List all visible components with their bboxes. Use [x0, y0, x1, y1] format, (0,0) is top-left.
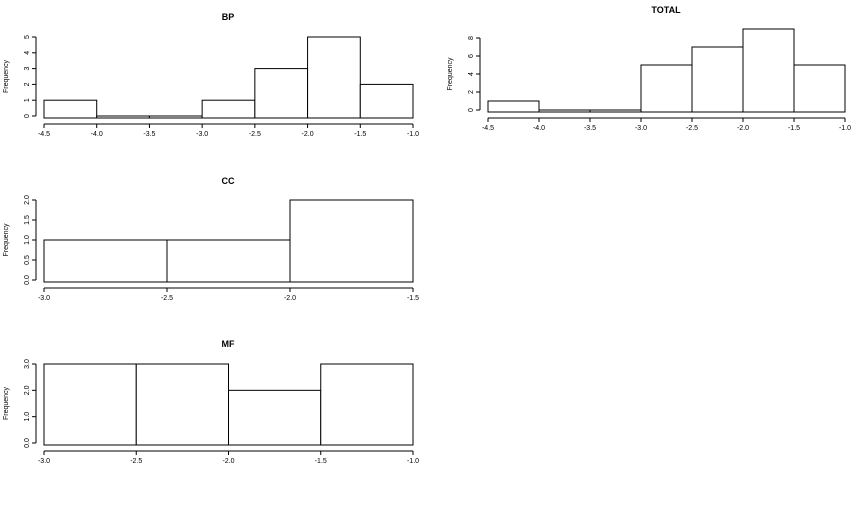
cc-y-axis-label: Frequency	[3, 223, 10, 257]
mf-histogram: MF -3.0 -2.5 -2.0 -1.5 -1.0 0.0 1.0 2.0 3.0 Freque…	[3, 339, 419, 465]
total-x-tick-label: -2.5	[686, 125, 698, 132]
total-y-tick-label: 2	[468, 90, 475, 94]
cc-y-tick-label: 1.5	[24, 215, 31, 225]
total-bar-3	[640, 64, 693, 113]
total-x-tick-label: -4.5	[482, 125, 494, 132]
mf-y-tick-label: 0.0	[24, 438, 31, 448]
cc-title: CC	[222, 176, 235, 186]
bp-y-tick-label: 0	[24, 114, 31, 118]
total-y-axis-label: Frequency	[447, 57, 454, 91]
bp-title: BP	[222, 12, 235, 22]
total-x-tick-label: -1.5	[788, 125, 800, 132]
bp-x-tick-label: -4.0	[91, 131, 103, 138]
bp-bar-5	[307, 36, 361, 119]
mf-x-tick-label: -3.0	[38, 458, 50, 465]
mf-x-tick-label: -2.0	[222, 458, 234, 465]
cc-bar-0	[43, 239, 168, 283]
cc-y-tick-label: 1.0	[24, 235, 31, 245]
bp-x-tick-label: -1.0	[407, 131, 419, 138]
bp-x-tick-label: -1.5	[354, 131, 366, 138]
bp-x-tick-label: -2.5	[249, 131, 261, 138]
total-bar-6	[793, 64, 846, 113]
bp-y-tick-label: 1	[24, 98, 31, 102]
cc-x-tick-label: -2.5	[161, 295, 173, 302]
total-bar-0	[487, 100, 540, 113]
total-bar-5	[742, 28, 795, 113]
cc-x-tick-label: -1.5	[407, 295, 419, 302]
bp-bar-0	[43, 99, 98, 119]
bp-y-axis-label: Frequency	[3, 59, 10, 93]
cc-y-tick-label: 2.0	[24, 195, 31, 205]
mf-bar-1	[135, 363, 229, 446]
mf-x-tick-label: -1.0	[407, 458, 419, 465]
total-title: TOTAL	[651, 5, 681, 15]
total-bar-1	[538, 109, 591, 113]
bp-y-tick-label: 2	[24, 82, 31, 86]
mf-title: MF	[222, 339, 235, 349]
total-x-tick-label: -4.0	[533, 125, 545, 132]
total-histogram: TOTAL -4.5 -4.0 -3.5 -3.0 -2.5 -2.0 -1.5 -1.0 0 2 4…	[447, 5, 851, 132]
bp-bar-2	[148, 115, 203, 119]
total-y-tick-label: 4	[468, 72, 475, 76]
bp-x-tick-label: -2.0	[302, 131, 314, 138]
total-y-tick-label: 0	[468, 108, 475, 112]
total-x-tick-label: -1.0	[839, 125, 851, 132]
mf-bar-2	[228, 389, 322, 446]
cc-x-tick-label: -3.0	[38, 295, 50, 302]
total-y-tick-label: 8	[468, 36, 475, 40]
mf-y-tick-label: 2.0	[24, 385, 31, 395]
cc-x-tick-label: -2.0	[284, 295, 296, 302]
total-x-tick-label: -3.5	[584, 125, 596, 132]
bp-bar-1	[96, 115, 150, 119]
bp-y-tick-label: 5	[24, 35, 31, 39]
bp-x-tick-label: -3.5	[143, 131, 155, 138]
bp-x-tick-label: -3.0	[196, 131, 208, 138]
mf-y-tick-label: 1.0	[24, 412, 31, 422]
bp-y-tick-label: 3	[24, 67, 31, 71]
total-y-tick-label: 6	[468, 54, 475, 58]
cc-bar-2	[289, 199, 414, 283]
total-x-tick-label: -3.0	[635, 125, 647, 132]
cc-y-tick-label: 0.0	[24, 275, 31, 285]
mf-bar-0	[43, 363, 137, 446]
bp-bar-4	[254, 68, 309, 119]
bp-histogram: BP -4.5 -4.0 -3.5 -3.0 -2.5 -2.0 -1.5 -1.0 0 1 2 3 4 5…	[3, 12, 419, 138]
mf-y-tick-label: 3.0	[24, 359, 31, 369]
mf-bar-3	[320, 363, 414, 446]
cc-histogram: CC -3.0 -2.5 -2.0 -1.5 0.0 0.5 1.0 1.5 2.0 Frequen…	[3, 176, 419, 302]
bp-bar-6	[359, 83, 414, 119]
bp-x-tick-label: -4.5	[38, 131, 50, 138]
total-bar-4	[691, 46, 744, 113]
total-bar-2	[589, 109, 642, 113]
bp-bar-3	[201, 99, 256, 119]
mf-y-axis-label: Frequency	[3, 386, 10, 420]
bp-y-tick-label: 4	[24, 51, 31, 55]
cc-y-tick-label: 0.5	[24, 255, 31, 265]
cc-bar-1	[166, 239, 291, 283]
total-x-tick-label: -2.0	[737, 125, 749, 132]
mf-x-tick-label: -1.5	[315, 458, 327, 465]
mf-x-tick-label: -2.5	[130, 458, 142, 465]
